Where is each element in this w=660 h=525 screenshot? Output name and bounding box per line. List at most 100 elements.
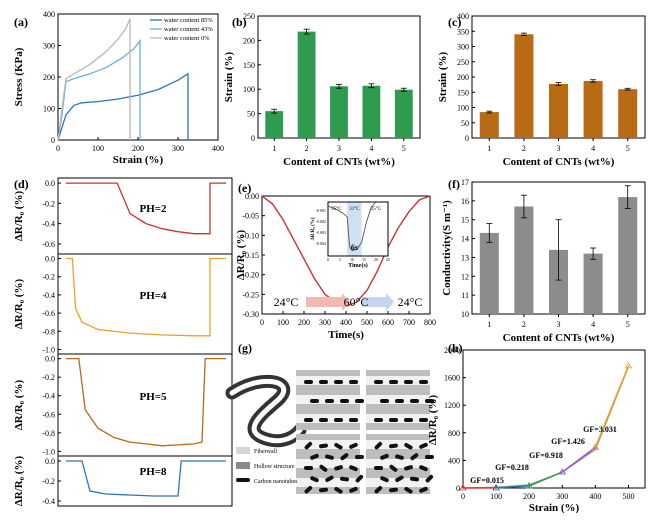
fit-line (561, 446, 596, 473)
y-tick-label: 100 (43, 105, 55, 114)
y-tick-label: 0 (251, 134, 255, 143)
x-tick-label: 200 (132, 144, 144, 153)
carbon-nanotube (380, 476, 389, 483)
carbon-nanotube (374, 418, 383, 422)
plot-frame (462, 349, 646, 489)
x-tick-label: 700 (403, 318, 415, 327)
inset-x-tick-label: 20 (374, 257, 378, 262)
carbon-nanotube (334, 380, 343, 384)
x-tick-label: 3 (337, 144, 341, 153)
bar (618, 89, 638, 138)
y-tick-label: -0.30 (242, 310, 259, 319)
plot-frame (57, 253, 233, 355)
y-tick-label: 17 (461, 178, 469, 187)
y-tick-label: -0.4 (42, 220, 55, 229)
carbon-nanotube (404, 486, 413, 494)
legend-label: water content 85% (164, 17, 213, 24)
y-tick-label: 100 (243, 85, 255, 94)
y-tick-label: -0.25 (242, 290, 259, 299)
bar (583, 80, 603, 138)
carbon-nanotube (325, 475, 334, 482)
carbon-nanotube (334, 418, 343, 422)
carbon-nanotube (419, 442, 428, 449)
y-tick-label: -0.2 (42, 273, 55, 282)
x-tick-label: 1 (487, 144, 491, 153)
bar (362, 85, 381, 138)
x-tick-label: 0 (260, 318, 264, 327)
carbon-nanotube (334, 443, 343, 450)
y-tick-label: 400 (457, 12, 469, 21)
panel-label-d: (d) (14, 177, 29, 191)
bar (618, 197, 638, 314)
ph-label: PH=5 (139, 391, 167, 403)
x-tick-label: 600 (382, 318, 394, 327)
fiberwall-band (296, 376, 360, 385)
fit-line (594, 365, 630, 448)
inset-x-tick-label: 10 (350, 257, 354, 262)
carbon-nanotube (319, 487, 328, 493)
carbon-nanotube (410, 476, 419, 482)
fit-line (528, 471, 563, 487)
y-tick-label: 250 (243, 12, 255, 21)
cooling-arrow (362, 293, 394, 311)
x-tick-label: 2 (522, 144, 526, 153)
fiberwall-band (296, 478, 360, 487)
carbon-nanotube (319, 443, 328, 449)
inset-temp-label: 31°C (349, 207, 360, 212)
ph-label: PH=8 (139, 466, 167, 478)
series-line (57, 38, 141, 141)
inset-y-label: ΔR/R₀ (%) (311, 217, 316, 240)
carbon-nanotube (349, 442, 358, 449)
x-tick-label: 400 (212, 144, 224, 153)
legend-label: water content 0% (164, 35, 210, 42)
panel-label-g: (g) (238, 341, 252, 355)
y-tick-label: -0.4 (42, 291, 55, 300)
carbon-nanotube (419, 486, 428, 493)
inset-temp-label: 25°C (331, 207, 342, 212)
inset-duration-label: 6s (351, 243, 358, 252)
carbon-nanotube (419, 465, 428, 472)
bar (514, 206, 534, 314)
x-tick-label: 3 (557, 144, 561, 153)
series-line (66, 460, 226, 497)
legend-swatch (236, 478, 250, 482)
carbon-nanotube (310, 399, 319, 403)
plot-frame (57, 455, 233, 507)
plot-frame (57, 177, 233, 255)
carbon-nanotube (304, 465, 313, 471)
carbon-nanotube (374, 485, 383, 494)
y-tick-label: -0.6 (42, 410, 55, 419)
bar (548, 249, 569, 314)
inset-x-tick-label: 15 (362, 257, 366, 262)
inset-temp-label: 25°C (371, 207, 382, 212)
y-axis-label: ΔR/R₀ (%) (13, 380, 25, 431)
carbon-nanotube (319, 464, 328, 472)
x-tick-label: 4 (591, 144, 595, 153)
bar (479, 232, 499, 314)
carbon-nanotube (389, 487, 398, 493)
fit-marker (525, 482, 533, 489)
gf-label: GF=0.015 (470, 476, 504, 485)
x-tick-label: 100 (92, 144, 104, 153)
y-tick-label: -0.8 (42, 429, 55, 438)
legend-label: water content 43% (164, 26, 213, 33)
carbon-nanotube (374, 380, 383, 384)
y-tick-label: 100 (457, 104, 469, 113)
y-tick-label: -1.0 (42, 447, 55, 456)
x-tick-label: 5 (626, 320, 630, 329)
y-tick-label: -0.6 (42, 240, 55, 249)
y-tick-label: -0.6 (42, 309, 55, 318)
y-tick-label: -0.20 (242, 271, 259, 280)
y-tick-label: 400 (448, 456, 460, 465)
legend-label: Carbon nanotubes (254, 479, 298, 485)
y-axis-label: Strain (%) (223, 51, 235, 102)
x-axis-label: Strain (%) (529, 502, 580, 514)
x-axis-label: Content of CNTs (wt%) (503, 332, 615, 344)
carbon-nanotube (349, 380, 358, 384)
chart-a: 0 100 200 300 400 0 100 200 300 400 Strain (%) Stre… (13, 10, 224, 166)
chart-c: 0 50 100 150 200 250 300 350 400 1 2 3 4 5 Content of … (437, 12, 646, 168)
carbon-nanotube (380, 453, 389, 460)
inset-y-tick-label: -0.001 (316, 208, 326, 213)
carbon-nanotube (325, 454, 334, 460)
